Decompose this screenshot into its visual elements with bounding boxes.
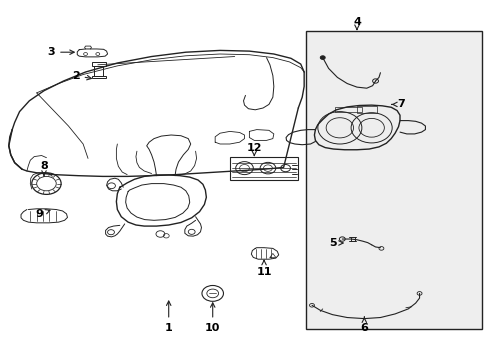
Circle shape: [320, 56, 325, 59]
Text: 11: 11: [256, 260, 271, 277]
Text: 2: 2: [72, 71, 91, 81]
Bar: [334, 107, 361, 112]
Bar: [94, 66, 103, 76]
Text: 10: 10: [204, 303, 220, 333]
Text: 8: 8: [40, 161, 48, 176]
Text: 6: 6: [360, 317, 367, 333]
Text: 12: 12: [246, 143, 262, 156]
Bar: [229, 157, 298, 180]
Bar: [92, 76, 105, 78]
Text: 7: 7: [391, 99, 404, 109]
Bar: [356, 106, 376, 113]
Text: 1: 1: [164, 301, 172, 333]
Bar: [305, 31, 481, 329]
Bar: [92, 62, 105, 66]
Text: 3: 3: [47, 47, 74, 57]
Text: 9: 9: [35, 209, 50, 219]
Text: 4: 4: [352, 17, 360, 30]
Text: 5: 5: [328, 238, 343, 248]
